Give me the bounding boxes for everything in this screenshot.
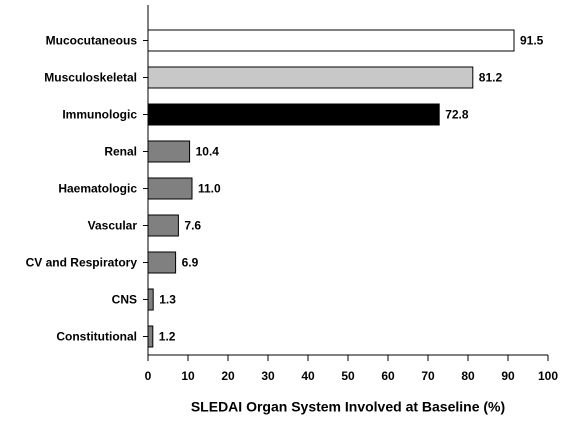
- x-tick-label: 60: [381, 369, 395, 383]
- y-tick-label: Renal: [104, 145, 137, 159]
- y-tick-label: Musculoskeletal: [44, 71, 137, 85]
- x-tick-label: 0: [145, 369, 152, 383]
- x-tick-label: 30: [261, 369, 275, 383]
- bar: [147, 177, 193, 200]
- x-tick-label: 20: [221, 369, 235, 383]
- bar: [147, 288, 154, 311]
- bar: [147, 103, 440, 126]
- x-tick-label: 40: [301, 369, 315, 383]
- x-axis-title: SLEDAI Organ System Involved at Baseline…: [191, 399, 505, 415]
- y-tick-label: CNS: [112, 293, 137, 307]
- y-tick-label: Immunologic: [62, 108, 137, 122]
- data-label: 7.6: [184, 219, 201, 233]
- bar: [147, 140, 191, 163]
- y-tick-label: Vascular: [88, 219, 138, 233]
- bar: [147, 325, 154, 348]
- data-label: 1.2: [159, 330, 176, 344]
- data-label: 6.9: [182, 256, 199, 270]
- data-label: 91.5: [520, 34, 544, 48]
- x-tick-label: 50: [341, 369, 355, 383]
- data-label: 72.8: [445, 108, 469, 122]
- x-tick-label: 100: [538, 369, 558, 383]
- bar: [147, 251, 177, 274]
- x-tick-label: 10: [181, 369, 195, 383]
- y-tick-label: Mucocutaneous: [46, 34, 138, 48]
- data-label: 10.4: [196, 145, 220, 159]
- x-tick-label: 70: [421, 369, 435, 383]
- data-label: 1.3: [159, 293, 176, 307]
- bar: [147, 29, 515, 52]
- data-label: 81.2: [479, 71, 503, 85]
- y-tick-label: Constitutional: [56, 330, 137, 344]
- bar: [147, 66, 474, 89]
- y-tick-label: CV and Respiratory: [26, 256, 138, 270]
- bar: [147, 214, 179, 237]
- x-tick-label: 90: [501, 369, 515, 383]
- y-tick-label: Haematologic: [58, 182, 137, 196]
- x-tick-label: 80: [461, 369, 475, 383]
- data-label: 11.0: [198, 182, 221, 196]
